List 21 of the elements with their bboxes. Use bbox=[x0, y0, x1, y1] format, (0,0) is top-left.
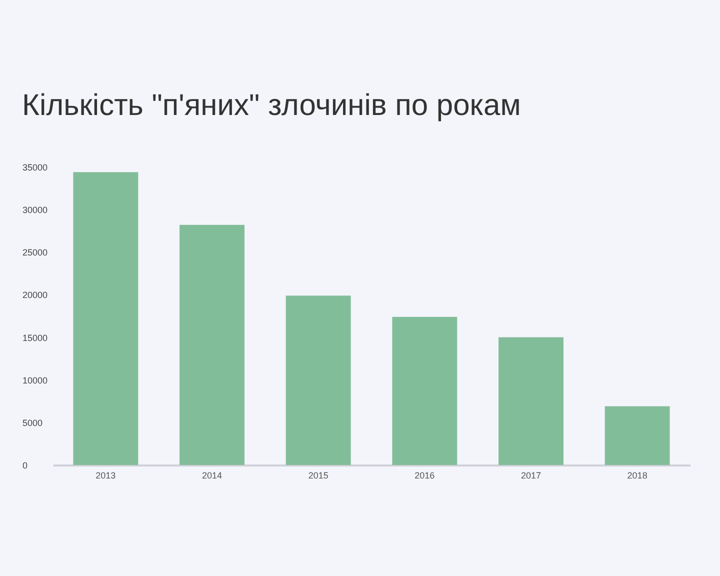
y-tick-label: 15000 bbox=[22, 332, 48, 343]
bar bbox=[604, 406, 670, 465]
y-tick-label: 20000 bbox=[22, 290, 48, 300]
y-tick-label: 10000 bbox=[22, 375, 48, 386]
x-tick-label: 2015 bbox=[308, 470, 328, 480]
y-tick-label: 0 bbox=[22, 460, 28, 470]
y-tick-label: 35000 bbox=[22, 162, 48, 172]
x-tick-label: 2013 bbox=[96, 470, 116, 480]
bar bbox=[286, 296, 351, 465]
bar bbox=[498, 337, 564, 465]
bar bbox=[180, 224, 244, 465]
x-tick-label: 2016 bbox=[414, 470, 435, 480]
y-tick-label: 25000 bbox=[22, 248, 48, 258]
bar bbox=[392, 316, 458, 465]
y-tick-label: 30000 bbox=[22, 205, 48, 216]
bar bbox=[73, 172, 138, 465]
x-tick-label: 2018 bbox=[627, 470, 648, 480]
x-tick-label: 2017 bbox=[520, 470, 542, 480]
x-tick-label: 2014 bbox=[202, 470, 222, 480]
chart-title: Кількість "п'яних" злочинів по рокам bbox=[22, 89, 521, 122]
y-tick-label: 5000 bbox=[22, 418, 43, 428]
